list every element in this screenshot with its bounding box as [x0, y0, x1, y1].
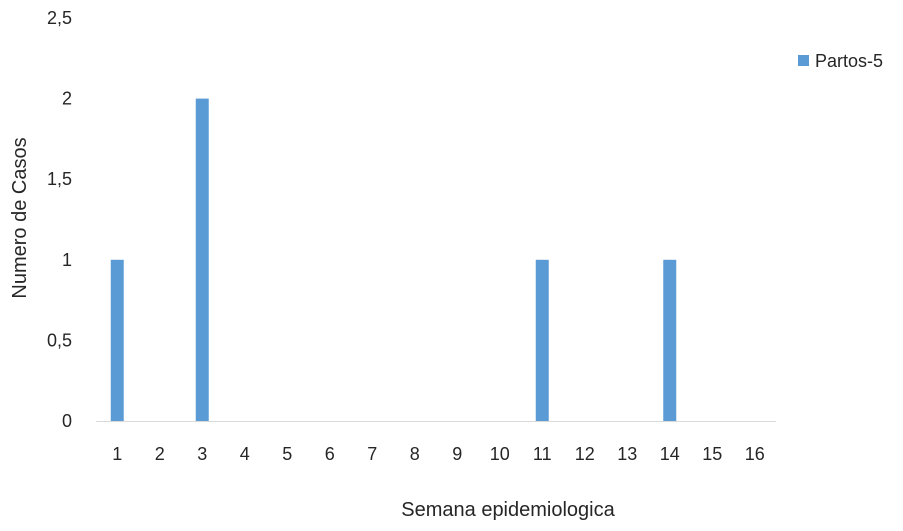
x-tick-label: 6 [325, 444, 335, 464]
legend-label: Partos-5 [815, 51, 883, 71]
legend-swatch [798, 55, 809, 66]
x-tick-label: 5 [282, 444, 292, 464]
x-tick-label: 16 [745, 444, 765, 464]
x-tick-label: 13 [617, 444, 637, 464]
y-axis-ticks: 0 0,5 1 1,5 2 2,5 [47, 8, 72, 431]
bar [110, 259, 124, 421]
bar [195, 98, 209, 421]
bar [535, 259, 549, 421]
x-tick-label: 10 [490, 444, 510, 464]
x-tick-label: 15 [702, 444, 722, 464]
bar [663, 259, 677, 421]
bars [110, 98, 677, 421]
legend: Partos-5 [798, 51, 883, 71]
x-tick-label: 3 [197, 444, 207, 464]
x-tick-label: 9 [452, 444, 462, 464]
x-tick-label: 4 [240, 444, 250, 464]
x-tick-label: 11 [533, 444, 552, 464]
y-tick-label: 0,5 [47, 330, 72, 350]
x-tick-label: 12 [575, 444, 595, 464]
y-tick-label: 1 [62, 250, 72, 270]
x-tick-label: 14 [660, 444, 680, 464]
x-tick-label: 1 [112, 444, 122, 464]
y-tick-label: 1,5 [47, 169, 72, 189]
y-axis-title: Numero de Casos [9, 137, 31, 298]
x-tick-label: 2 [155, 444, 165, 464]
y-tick-label: 0 [62, 411, 72, 431]
x-tick-label: 8 [410, 444, 420, 464]
x-tick-label: 7 [367, 444, 377, 464]
x-axis-ticks: 1 2 3 4 5 6 7 8 9 10 11 12 13 14 15 16 [112, 444, 765, 464]
x-axis-title: Semana epidemiologica [401, 499, 615, 521]
y-tick-label: 2,5 [47, 8, 72, 28]
y-tick-label: 2 [62, 89, 72, 109]
